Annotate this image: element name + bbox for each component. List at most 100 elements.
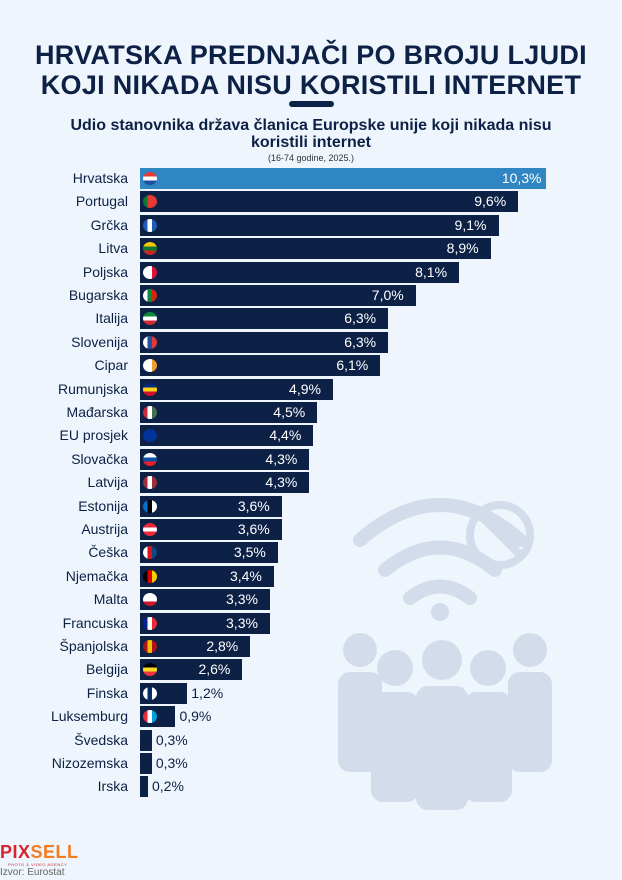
bar-row: Litva 8,9% [0, 238, 622, 260]
flag-icon [143, 640, 157, 653]
flag-icon [143, 686, 157, 700]
category-label: Luksemburg [50, 708, 128, 725]
value-label: 2,8% [206, 638, 239, 654]
bar-row: Njemačka 3,4% [0, 565, 622, 587]
flag-icon [143, 195, 157, 209]
value-label: 0,2% [152, 778, 184, 795]
bar [140, 168, 546, 189]
bar [140, 308, 389, 330]
value-label: 3,3% [226, 614, 258, 631]
flag-icon [143, 593, 157, 607]
category-label: Portugal [75, 193, 128, 210]
bar [140, 238, 491, 260]
flag-icon [143, 523, 157, 536]
category-label: Austrija [81, 521, 128, 537]
bar-row: Poljska 8,1% [0, 261, 622, 283]
bar [140, 565, 274, 587]
value-label: 4,3% [265, 450, 298, 467]
bar-row: Francuska 3,3% [0, 612, 622, 634]
no-internet-people-illustration [338, 498, 552, 810]
bar [140, 425, 314, 447]
category-label: Bugarska [68, 287, 128, 303]
bar-row: Švedska 0,3% [0, 729, 622, 751]
value-label: 3,5% [233, 544, 266, 561]
flag-icon [143, 429, 157, 443]
bar-row: Cipar 6,1% [0, 355, 622, 377]
value-label: 3,3% [226, 591, 258, 608]
category-label: Belgija [85, 661, 128, 678]
bar [140, 589, 271, 611]
category-label: Mađarska [66, 404, 128, 420]
value-label: 8,1% [415, 263, 448, 280]
bar [140, 542, 278, 564]
flag-icon [143, 218, 157, 232]
bar [140, 519, 282, 540]
category-label: Grčka [90, 216, 128, 233]
bar [140, 776, 148, 798]
flag-icon [143, 546, 157, 560]
value-label: 3,6% [237, 497, 270, 514]
chart-note: (16-74 godine, 2025.) [267, 153, 355, 163]
category-label: Poljska [82, 263, 128, 280]
bar-row: Italija 6,3% [0, 308, 622, 330]
bar-row: Hrvatska 10,3% [0, 168, 622, 189]
bar-row: Češka 3,5% [0, 542, 622, 564]
bar [140, 378, 334, 400]
flag-icon [143, 663, 157, 677]
bar-row: Finska 1,2% [0, 682, 622, 704]
category-label: Španjolska [59, 638, 129, 654]
bar [140, 472, 310, 494]
flag-icon [143, 172, 157, 185]
category-label: Nizozemska [51, 755, 128, 771]
value-label: 2,6% [198, 661, 231, 678]
category-label: Estonija [78, 497, 128, 514]
source-note: Izvor: Eurostat [0, 867, 65, 878]
bar-row: Grčka 9,1% [0, 214, 622, 236]
bar-row: Irska 0,2% [0, 776, 622, 798]
bar [140, 331, 389, 353]
value-label: 9,1% [454, 216, 487, 233]
bar-row: Španjolska 2,8% [0, 636, 622, 657]
category-label: Njemačka [65, 567, 128, 584]
flag-icon [143, 476, 157, 490]
value-label: 4,9% [289, 380, 321, 397]
bar-row: Luksemburg 0,9% [0, 706, 622, 728]
flag-icon [143, 406, 157, 419]
category-label: Italija [95, 310, 128, 327]
value-label: 7,0% [371, 287, 404, 303]
flag-icon [143, 289, 157, 302]
flag-icon [143, 710, 157, 724]
bar [140, 285, 416, 306]
bar [140, 659, 243, 681]
category-label: Slovačka [71, 450, 128, 467]
flag-icon [143, 452, 157, 466]
flag-icon [143, 616, 157, 630]
value-label: 9,6% [474, 193, 507, 210]
bar-row: Nizozemska 0,3% [0, 753, 622, 774]
value-label: 0,3% [155, 731, 188, 748]
value-label: 0,9% [179, 708, 212, 725]
bar-row: Belgija 2,6% [0, 659, 622, 681]
value-label: 1,2% [191, 684, 224, 701]
page-title: HRVATSKA PREDNJAČI PO BROJU LJUDI KOJI N… [35, 40, 587, 100]
bar [140, 636, 251, 657]
bar-row: Latvija 4,3% [0, 472, 622, 494]
value-label: 3,4% [229, 567, 262, 584]
category-label: Češka [88, 544, 128, 561]
bar [140, 402, 318, 423]
bar [140, 261, 460, 283]
flag-icon [143, 242, 157, 256]
bar [140, 612, 271, 634]
value-label: 6,3% [344, 333, 377, 350]
category-label: Hrvatska [72, 170, 128, 186]
bar-row: Portugal 9,6% [0, 191, 622, 213]
bar-row: Slovenija 6,3% [0, 331, 622, 353]
bar [140, 214, 499, 236]
bar [140, 448, 310, 470]
value-label: 6,3% [344, 310, 377, 327]
bar [140, 729, 152, 751]
category-label: Irska [97, 778, 128, 795]
bar-row: Slovačka 4,3% [0, 448, 622, 470]
divider [289, 101, 334, 107]
value-label: 6,1% [336, 357, 369, 374]
